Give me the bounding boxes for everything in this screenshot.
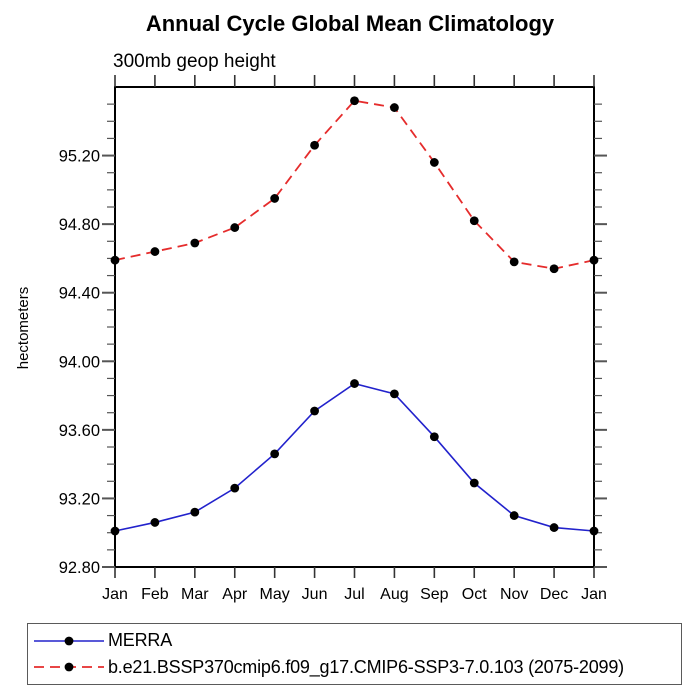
data-point — [350, 96, 359, 106]
data-point — [350, 379, 359, 388]
data-point — [589, 526, 599, 536]
data-point — [549, 523, 559, 532]
data-point — [469, 478, 479, 488]
x-tick-label: Jun — [302, 586, 328, 603]
data-point — [150, 518, 160, 527]
data-point — [390, 103, 399, 112]
legend-label-merra: MERRA — [108, 630, 173, 651]
data-point — [110, 526, 120, 536]
merra-series — [110, 379, 599, 536]
x-tick-label: Sep — [420, 586, 449, 603]
data-point — [509, 511, 519, 520]
data-point — [509, 257, 519, 267]
chart-title: Annual Cycle Global Mean Climatology — [145, 11, 555, 36]
data-point — [190, 507, 200, 517]
merra-line-icon — [34, 636, 104, 646]
legend: MERRA b.e21.BSSP370cmip6.f09_g17.CMIP6-S… — [27, 623, 682, 685]
x-tick-label: Jul — [344, 586, 364, 603]
legend-item-merra: MERRA — [33, 628, 679, 654]
merra-marker-icon — [64, 636, 74, 646]
plot-frame — [114, 86, 595, 568]
data-point — [549, 264, 559, 274]
chart-subtitle: 300mb geop height — [113, 51, 276, 72]
data-point — [270, 194, 280, 203]
model-line — [114, 99, 595, 270]
y-tick-label: 93.20 — [59, 490, 100, 508]
x-tick-label: Jan — [581, 586, 607, 603]
y-axis: 92.80 93.20 93.60 94.00 94.40 94.80 95.20 hecto… — [15, 103, 607, 577]
model-series — [110, 96, 599, 274]
y-tick-label: 94.00 — [59, 353, 100, 371]
merra-line — [114, 382, 595, 532]
y-axis-label: hectometers — [15, 287, 32, 370]
x-tick-label: Mar — [181, 586, 209, 603]
y-tick-label: 92.80 — [59, 559, 100, 577]
x-tick-label: Nov — [500, 586, 528, 603]
data-point — [589, 255, 599, 265]
x-tick-label: May — [260, 586, 290, 603]
y-tick-label: 94.80 — [59, 216, 100, 234]
data-point — [230, 223, 240, 232]
data-point — [310, 140, 319, 150]
x-tick-label: Aug — [380, 586, 408, 603]
x-tick-label: Apr — [222, 586, 248, 603]
x-axis: Jan Feb Mar Apr May Jun Jul Aug Sep Oct Nov Dec Jan — [102, 75, 607, 603]
y-tick-label: 95.20 — [59, 148, 100, 166]
legend-label-model: b.e21.BSSP370cmip6.f09_g17.CMIP6-SSP3-7.… — [108, 656, 624, 677]
model-marker-icon — [64, 662, 74, 672]
data-point — [310, 406, 319, 416]
x-tick-label: Feb — [141, 586, 169, 603]
x-tick-label: Dec — [540, 586, 568, 603]
data-point — [110, 255, 120, 265]
data-point — [230, 483, 240, 493]
data-point — [469, 216, 479, 226]
data-point — [390, 389, 399, 399]
legend-item-model: b.e21.BSSP370cmip6.f09_g17.CMIP6-SSP3-7.… — [33, 654, 679, 680]
data-point — [429, 432, 439, 442]
data-point — [150, 247, 160, 256]
data-point — [270, 449, 280, 459]
y-tick-label: 93.60 — [59, 422, 100, 440]
data-point — [429, 158, 439, 167]
model-line-icon — [34, 662, 104, 672]
x-tick-label: Oct — [462, 586, 487, 603]
y-tick-label: 94.40 — [59, 285, 100, 303]
data-point — [190, 238, 200, 248]
x-tick-label: Jan — [102, 586, 128, 603]
